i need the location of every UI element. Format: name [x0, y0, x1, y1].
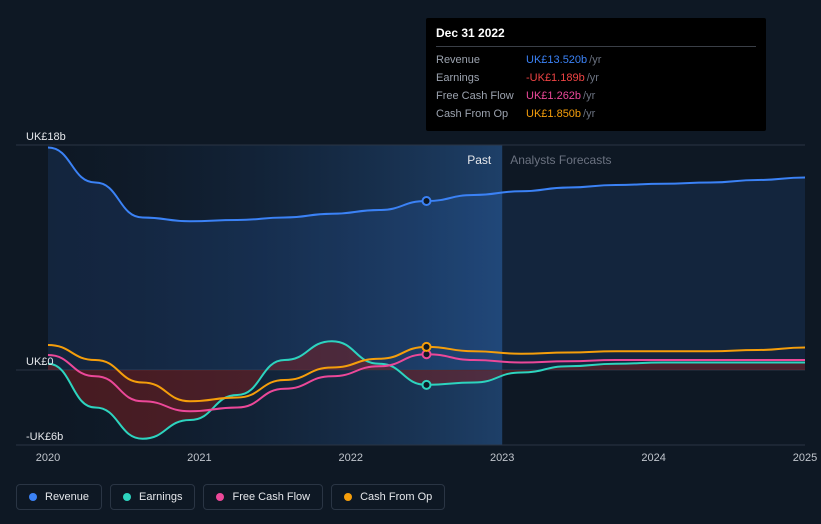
x-axis-label: 2021: [187, 452, 211, 464]
tooltip-label: Earnings: [436, 70, 526, 86]
tooltip-unit: /yr: [583, 88, 595, 104]
tooltip-unit: /yr: [589, 52, 601, 68]
tooltip-label: Revenue: [436, 52, 526, 68]
legend-item-revenue[interactable]: Revenue: [16, 484, 102, 510]
y-axis-label: -UK£6b: [26, 431, 63, 443]
tooltip-row: Earnings-UK£1.189b/yr: [436, 69, 756, 87]
legend-swatch: [29, 493, 37, 501]
legend-item-earnings[interactable]: Earnings: [110, 484, 195, 510]
past-label: Past: [467, 153, 491, 167]
chart-svg: [16, 125, 805, 465]
y-axis-label: UK£0: [26, 356, 54, 368]
legend-item-cfo[interactable]: Cash From Op: [331, 484, 445, 510]
y-axis-label: UK£18b: [26, 131, 66, 143]
legend-label: Free Cash Flow: [232, 491, 310, 503]
legend-label: Revenue: [45, 491, 89, 503]
tooltip-row: Cash From OpUK£1.850b/yr: [436, 105, 756, 123]
tooltip-unit: /yr: [583, 106, 595, 122]
tooltip-row: RevenueUK£13.520b/yr: [436, 51, 756, 69]
tooltip-value: UK£13.520b: [526, 52, 587, 68]
legend-swatch: [123, 493, 131, 501]
chart-legend: Revenue Earnings Free Cash Flow Cash From O…: [16, 484, 445, 510]
tooltip-value: UK£1.850b: [526, 106, 581, 122]
tooltip-unit: /yr: [587, 70, 599, 86]
tooltip-row: Free Cash FlowUK£1.262b/yr: [436, 87, 756, 105]
legend-swatch: [344, 493, 352, 501]
chart-tooltip: Dec 31 2022 RevenueUK£13.520b/yrEarnings…: [426, 18, 766, 131]
x-axis-label: 2024: [641, 452, 665, 464]
tooltip-value: -UK£1.189b: [526, 70, 585, 86]
tooltip-date: Dec 31 2022: [436, 26, 756, 47]
x-axis-label: 2020: [36, 452, 60, 464]
x-axis-label: 2022: [339, 452, 363, 464]
x-axis-label: 2023: [490, 452, 514, 464]
legend-swatch: [216, 493, 224, 501]
legend-label: Cash From Op: [360, 491, 432, 503]
financials-chart: UK£18b UK£0 -UK£6b Past Analysts Forecasts: [16, 125, 805, 465]
x-axis-label: 2025: [793, 452, 817, 464]
tooltip-value: UK£1.262b: [526, 88, 581, 104]
tooltip-label: Cash From Op: [436, 106, 526, 122]
legend-item-fcf[interactable]: Free Cash Flow: [203, 484, 323, 510]
forecast-label: Analysts Forecasts: [510, 153, 611, 167]
legend-label: Earnings: [139, 491, 182, 503]
tooltip-label: Free Cash Flow: [436, 88, 526, 104]
